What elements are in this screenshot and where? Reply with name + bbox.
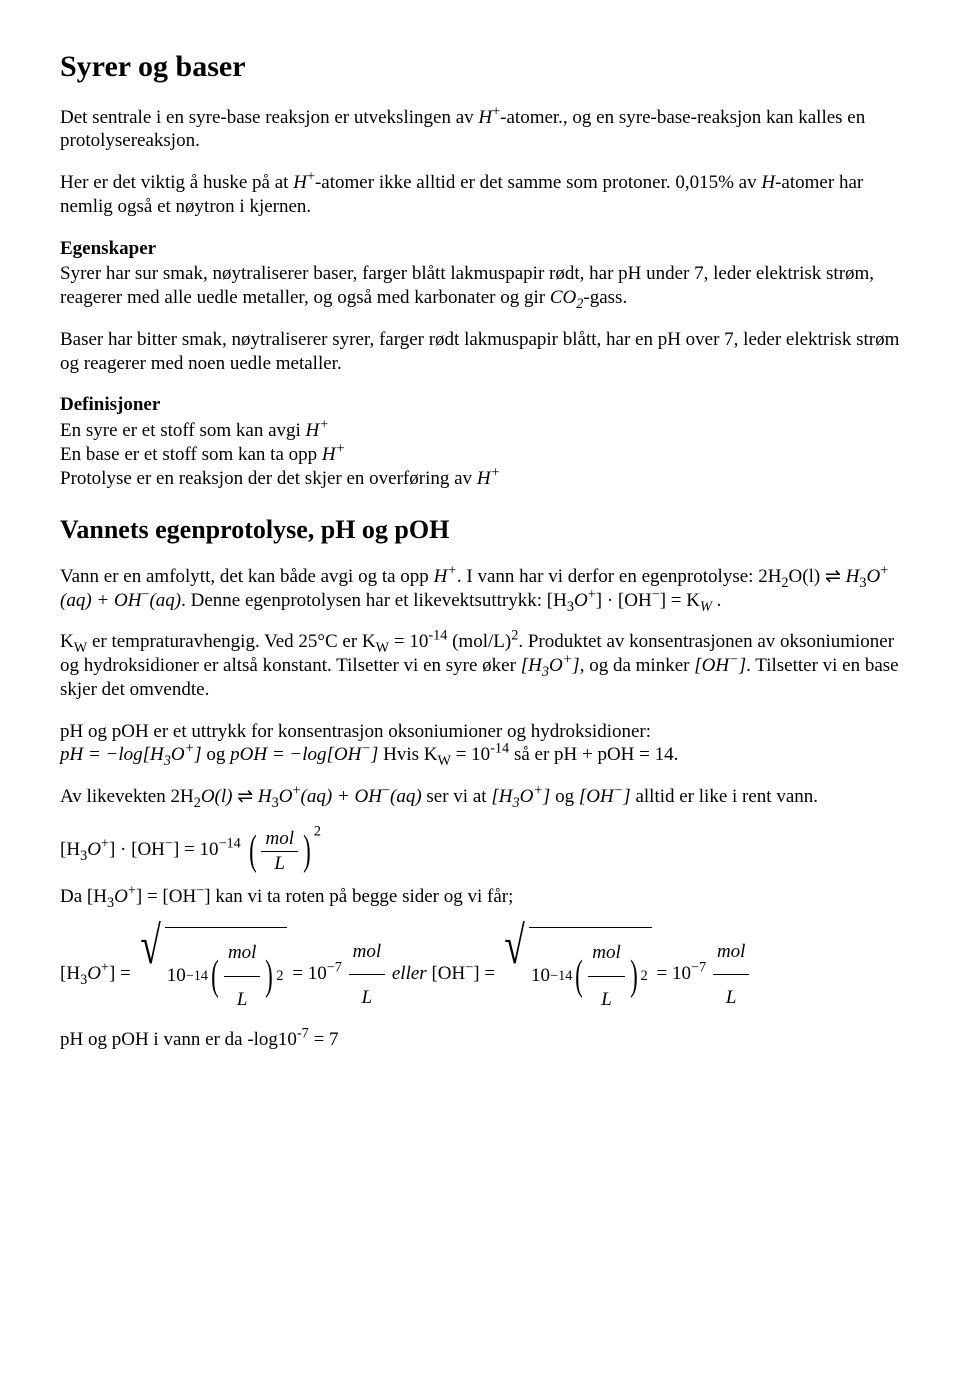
- eq-equal: [H3O+] = [OH−]: [87, 886, 211, 907]
- section-heading-vannets: Vannets egenprotolyse, pH og pOH: [60, 514, 900, 547]
- sup-m7: -7: [297, 1026, 309, 1042]
- sym-CO2: CO2: [550, 287, 584, 308]
- eq-mid-2: = 10: [657, 963, 691, 984]
- text: og: [550, 786, 579, 807]
- eq-egenprotolyse-2: 2H2O(l) ⇌ H3O+(aq) + OH−(aq): [170, 786, 421, 807]
- text: Da: [60, 886, 87, 907]
- text-eller: eller: [392, 963, 432, 984]
- text: er tempraturavhengig. Ved 25°C er K: [87, 631, 375, 652]
- eq-ph: pH = −log[H3O+]: [60, 744, 202, 765]
- sym-Hplus: H+: [322, 444, 345, 465]
- section-heading-egenskaper: Egenskaper: [60, 237, 900, 261]
- egenskaper-p2: Baser har bitter smak, nøytraliserer syr…: [60, 328, 900, 376]
- eq-mid: = 10: [292, 963, 326, 984]
- sub-W: W: [74, 640, 87, 656]
- p-final: pH og pOH i vann er da -log10-7 = 7: [60, 1028, 900, 1052]
- text: og: [202, 744, 231, 765]
- text: -atomer ikke alltid er det samme som pro…: [315, 172, 761, 193]
- p-roten: Da [H3O+] = [OH−] kan vi ta roten på beg…: [60, 885, 900, 909]
- text: Hvis K: [378, 744, 437, 765]
- p-ph-poh-intro: pH og pOH er et uttrykk for konsentrasjo…: [60, 720, 900, 744]
- sub-W: W: [438, 753, 451, 769]
- lhs-h3o: [H3O+] =: [60, 963, 136, 984]
- ital-h3o: [H3O+]: [521, 655, 580, 676]
- sup-m7: −7: [691, 960, 706, 976]
- ital-oh: [OH−]: [579, 786, 631, 807]
- text: = 10: [389, 631, 428, 652]
- page-title: Syrer og baser: [60, 48, 900, 86]
- text: , og da minker: [580, 655, 695, 676]
- p-kw-temp: KW er tempraturavhengig. Ved 25°C er KW …: [60, 630, 900, 701]
- sym-Hplus: H+: [477, 468, 500, 489]
- text: Her er det viktig å huske på at: [60, 172, 293, 193]
- sym-Hplus: H+: [306, 420, 329, 441]
- p-likevekt: Av likevekten 2H2O(l) ⇌ H3O+(aq) + OH−(a…: [60, 785, 900, 809]
- ital-oh: [OH−]: [694, 655, 746, 676]
- sym-Hplus: H+: [434, 566, 457, 587]
- ital-h3o: [H3O+]: [491, 786, 550, 807]
- lhs-oh: [OH−] =: [431, 963, 499, 984]
- sup-m14: -14: [428, 628, 447, 644]
- sup-m7: −7: [327, 960, 342, 976]
- text: = 10: [451, 744, 490, 765]
- sup-plus: +: [307, 169, 315, 185]
- frac-mol-L: molL: [261, 827, 298, 876]
- intro-para-2: Her er det viktig å huske på at H+-atome…: [60, 171, 900, 219]
- intro-para-1: Det sentrale i en syre-base reaksjon er …: [60, 106, 900, 154]
- text: K: [60, 631, 74, 652]
- section-heading-definisjoner: Definisjoner: [60, 393, 900, 417]
- eq-ph-poh: pH = −log[H3O+] og pOH = −log[OH−] Hvis …: [60, 743, 900, 767]
- text: kan vi ta roten på begge sider og vi får…: [211, 886, 514, 907]
- sqrt-1: √ 10−14(molL)2: [136, 927, 288, 1022]
- eq-poh: pOH = −log[OH−]: [230, 744, 378, 765]
- sub-W: W: [376, 640, 389, 656]
- p-amfolytt: Vann er en amfolytt, det kan både avgi o…: [60, 565, 900, 613]
- text: så er pH + pOH = 14.: [509, 744, 678, 765]
- text: ser vi at: [422, 786, 492, 807]
- sym-H: H: [761, 172, 775, 193]
- text: Det sentrale i en syre-base reaksjon er …: [60, 107, 478, 128]
- def-line-1: En syre er et stoff som kan avgi: [60, 420, 306, 441]
- text: Syrer har sur smak, nøytraliserer baser,…: [60, 263, 874, 308]
- frac-mol-L: molL: [349, 929, 386, 1021]
- text: Av likevekten: [60, 786, 170, 807]
- egenskaper-p1: Syrer har sur smak, nøytraliserer baser,…: [60, 262, 900, 310]
- eq-sqrt-line: [H3O+] = √ 10−14(molL)2 = 10−7 molL elle…: [60, 927, 900, 1022]
- text: = 7: [309, 1029, 339, 1050]
- sup-2: 2: [314, 823, 321, 839]
- sup-plus: +: [492, 103, 500, 119]
- sqrt-2: √ 10−14(molL)2: [500, 927, 652, 1022]
- definisjoner-block: En syre er et stoff som kan avgi H+ En b…: [60, 419, 900, 490]
- lhs: [H3O+] · [OH−] = 10−14: [60, 839, 241, 860]
- text: alltid er like i rent vann.: [631, 786, 818, 807]
- frac-mol-L: molL: [713, 929, 750, 1021]
- eq-product: [H3O+] · [OH−] = 10−14 (molL)2: [60, 827, 900, 876]
- text: Vann er en amfolytt, det kan både avgi o…: [60, 566, 434, 587]
- text: (mol/L): [447, 631, 511, 652]
- eq-kw: [H3O+] · [OH−] = KW: [547, 590, 712, 611]
- text: . Denne egenprotolysen har et likevektsu…: [181, 590, 547, 611]
- text: . I vann har vi derfor en egenprotolyse:: [457, 566, 758, 587]
- def-line-3: Protolyse er en reaksjon der det skjer e…: [60, 468, 477, 489]
- sym-H: H: [293, 172, 307, 193]
- sym-H: H: [478, 107, 492, 128]
- sup-m14: -14: [490, 741, 509, 757]
- text: -gass.: [583, 287, 627, 308]
- def-line-2: En base er et stoff som kan ta opp: [60, 444, 322, 465]
- text: pH og pOH i vann er da -log10: [60, 1029, 297, 1050]
